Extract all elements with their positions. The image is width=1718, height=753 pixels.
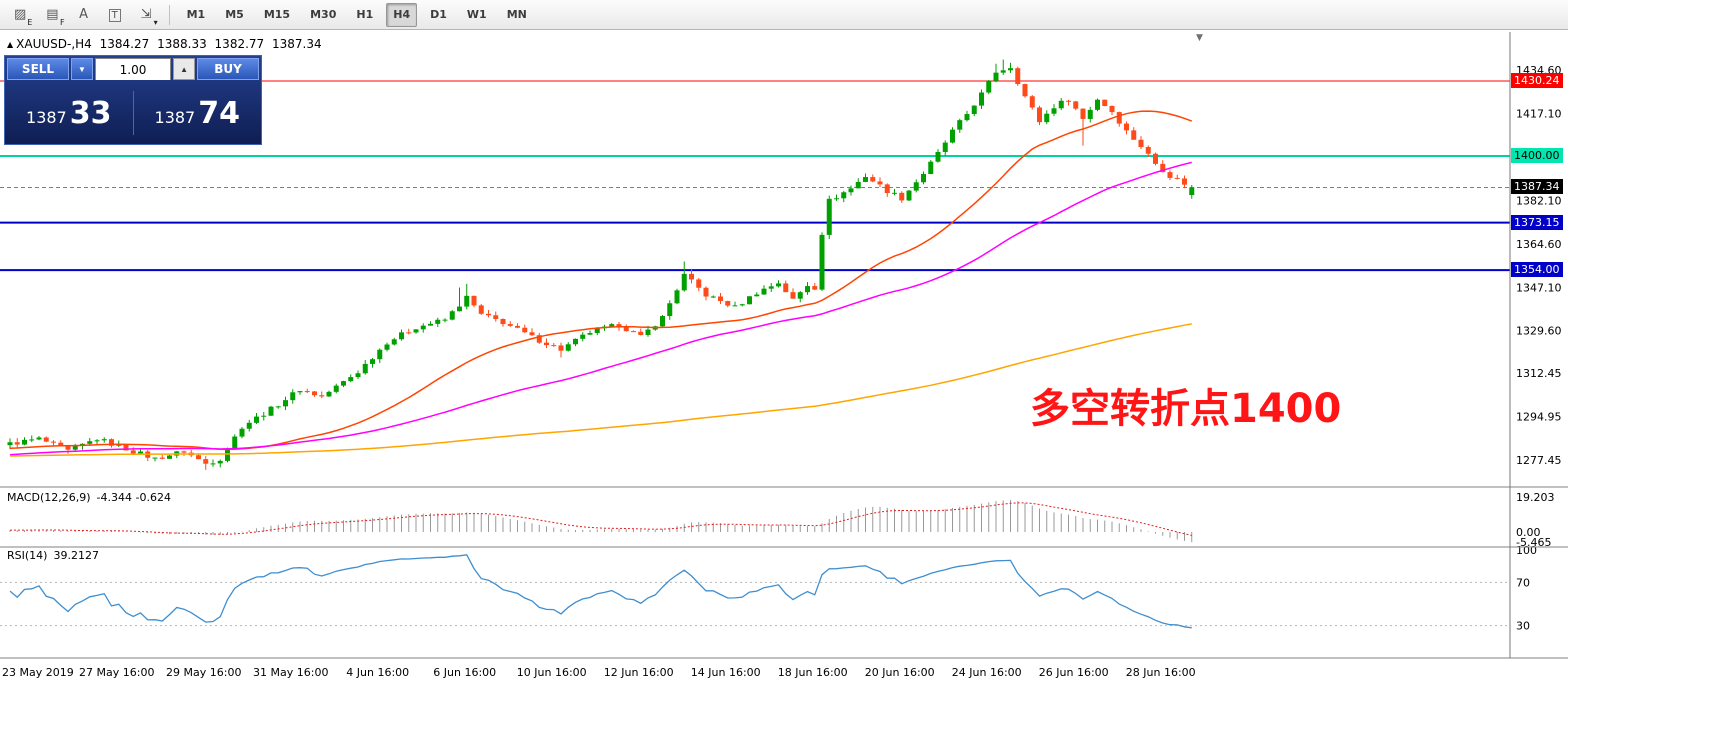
macd-panel-header: MACD(12,26,9) -4.344 -0.624 [7,491,177,504]
timeframe-MN[interactable]: MN [500,3,534,27]
svg-text:6 Jun 16:00: 6 Jun 16:00 [433,666,496,679]
ohlc-close: 1387.34 [272,37,322,51]
cursor-tool-icon[interactable]: ⇲ ▾ [134,3,159,27]
rsi-label: RSI(14) [7,549,48,562]
toolbar-separator [168,4,170,25]
svg-text:12 Jun 16:00: 12 Jun 16:00 [604,666,674,679]
price-chart-canvas[interactable]: 1434.601417.101382.101364.601347.101329.… [0,0,1568,690]
text-label-icon[interactable]: T [102,3,128,27]
ohlc-low: 1382.77 [214,37,265,51]
font-icon[interactable]: A [72,3,96,27]
svg-text:0.00: 0.00 [1516,526,1541,539]
chart-shift-marker-icon[interactable]: ▼ [1196,33,1203,43]
svg-text:70: 70 [1516,576,1530,589]
timeframe-H1[interactable]: H1 [349,3,380,27]
candles [7,59,1195,470]
svg-text:1312.45: 1312.45 [1516,367,1562,380]
macd-histogram [9,500,1193,543]
svg-text:4 Jun 16:00: 4 Jun 16:00 [346,666,409,679]
svg-text:23 May 2019: 23 May 2019 [2,666,74,679]
svg-text:31 May 16:00: 31 May 16:00 [253,666,328,679]
svg-text:28 Jun 16:00: 28 Jun 16:00 [1126,666,1196,679]
price-level-badge: 1354.00 [1511,262,1563,278]
timeframe-M15[interactable]: M15 [257,3,297,27]
svg-text:1364.60: 1364.60 [1516,238,1562,251]
svg-text:14 Jun 16:00: 14 Jun 16:00 [691,666,761,679]
svg-text:1277.45: 1277.45 [1516,454,1562,467]
svg-text:19.203: 19.203 [1516,491,1555,504]
svg-text:100: 100 [1516,544,1537,557]
svg-text:-5.465: -5.465 [1516,536,1551,549]
svg-text:24 Jun 16:00: 24 Jun 16:00 [952,666,1022,679]
svg-text:26 Jun 16:00: 26 Jun 16:00 [1039,666,1109,679]
chart-annotation-text: 多空转折点1400 [1030,386,1342,432]
horizontal-level-lines [0,80,1510,272]
svg-text:18 Jun 16:00: 18 Jun 16:00 [778,666,848,679]
svg-text:1329.60: 1329.60 [1516,325,1562,338]
toolbar: ▨ E ▤ F A T ⇲ ▾ M1 M5 M15 M30 H1 H4 D1 W1 MN [0,0,1568,30]
svg-text:20 Jun 16:00: 20 Jun 16:00 [865,666,935,679]
svg-text:27 May 16:00: 27 May 16:00 [79,666,154,679]
volume-up-button[interactable]: ▲ [173,58,195,80]
timeframe-D1[interactable]: D1 [423,3,454,27]
rsi-panel-header: RSI(14) 39.2127 [7,549,105,562]
timeframe-M1[interactable]: M1 [180,3,213,27]
svg-text:1294.95: 1294.95 [1516,411,1562,424]
svg-text:1417.10: 1417.10 [1516,108,1562,121]
buy-price-pips: 74 [198,95,240,131]
price-level-badge: 1430.24 [1511,73,1563,89]
timeframe-M5[interactable]: M5 [218,3,251,27]
volume-down-button[interactable]: ▼ [71,58,93,80]
macd-label: MACD(12,26,9) [7,491,91,504]
toolbar-icons: ▨ E ▤ F A T ⇲ ▾ [4,3,162,27]
sell-price-main: 1387 [26,107,67,127]
buy-price-main: 1387 [154,107,196,127]
price-divider [132,91,134,135]
svg-text:10 Jun 16:00: 10 Jun 16:00 [517,666,587,679]
price-level-badge: 1400.00 [1511,148,1563,164]
timeframe-W1[interactable]: W1 [460,3,494,27]
list-pattern-icon[interactable]: ▤ F [39,3,65,27]
ma-60 [9,161,1192,456]
timeframe-H4[interactable]: H4 [386,2,418,27]
chart-title: ▲ XAUUSD-,H4 1384.27 1388.33 1382.77 1387… [7,37,326,51]
buy-button[interactable]: BUY [197,58,259,80]
ma-30 [9,110,1193,451]
sell-price-pips: 33 [69,95,112,131]
symbol-period-label: XAUUSD-,H4 [16,37,92,51]
sell-price[interactable]: 1387 33 [5,96,133,131]
ma-200 [9,323,1192,457]
svg-text:30: 30 [1516,620,1530,633]
svg-text:1347.10: 1347.10 [1516,281,1562,294]
rsi-line [9,554,1192,629]
ohlc-high: 1388.33 [157,37,207,51]
ohlc-open: 1384.27 [99,37,150,51]
macd-values: -4.344 -0.624 [96,491,171,504]
collapse-triangle-icon[interactable]: ▲ [7,40,14,49]
macd-signal-line [10,502,1192,536]
rsi-value: 39.2127 [53,549,99,562]
svg-text:29 May 16:00: 29 May 16:00 [166,666,241,679]
bid-price-badge: 1387.34 [1511,179,1563,195]
timeframe-toolbar: M1 M5 M15 M30 H1 H4 D1 W1 MN [177,2,537,27]
volume-field-wrap [94,58,172,80]
svg-text:1382.10: 1382.10 [1516,194,1562,207]
timeframe-M30[interactable]: M30 [303,3,343,27]
volume-input[interactable] [95,60,171,80]
hatch-pattern-icon[interactable]: ▨ E [7,3,33,27]
buy-price[interactable]: 1387 74 [134,96,262,131]
sell-button[interactable]: SELL [7,58,69,80]
price-level-badge: 1373.15 [1511,214,1563,230]
